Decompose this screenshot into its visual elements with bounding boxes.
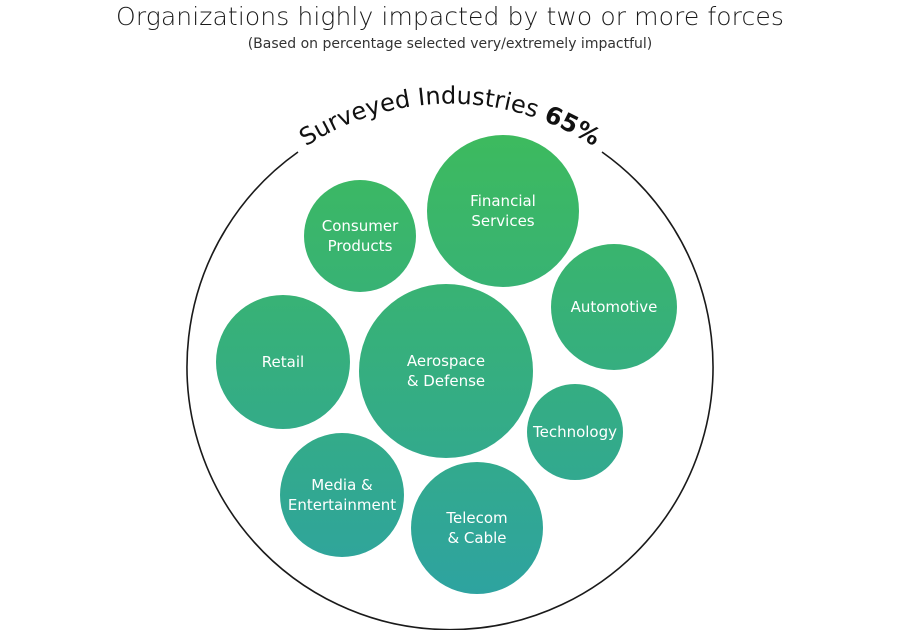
bubble-label-consumer-products: Consumer Products [322,217,399,255]
bubble-aerospace-and-defense [359,284,533,458]
bubble-label-automotive: Automotive [571,298,658,316]
chart-subtitle: (Based on percentage selected very/extre… [247,36,653,52]
bubble-consumer-products [304,180,416,292]
bubble-financial-services [427,135,579,287]
bubble-label-media-and-entertainment: Media & Entertainment [288,476,396,514]
container-label: Surveyed Industries 65% [294,82,605,152]
bubble-label-retail: Retail [262,353,304,371]
bubble-label-aerospace-and-defense: Aerospace & Defense [407,352,485,390]
bubble-label-financial-services: Financial Services [470,192,536,230]
bubble-media-and-entertainment [280,433,404,557]
bubble-label-telecom-and-cable: Telecom & Cable [445,509,507,547]
bubble-automotive [551,244,677,370]
bubble-retail [216,295,350,429]
chart-title: Organizations highly impacted by two or … [116,2,784,31]
bubble-label-technology: Technology [532,423,617,441]
bubble-telecom-and-cable [411,462,543,594]
bubble-technology [527,384,623,480]
